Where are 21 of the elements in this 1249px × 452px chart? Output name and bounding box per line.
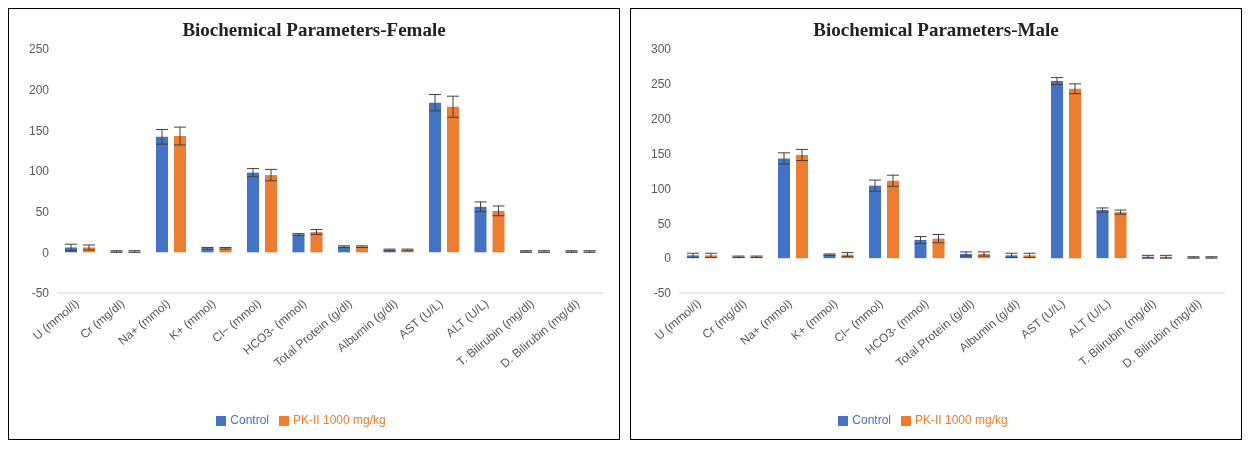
y-tick-label: 100	[28, 164, 50, 179]
legend-label: PK-II 1000 mg/kg	[292, 413, 386, 427]
y-tick-label: 250	[650, 77, 672, 92]
chart-title: Biochemical Parameters-Male	[812, 19, 1060, 41]
y-tick-label: 200	[650, 111, 672, 126]
y-tick-label: 300	[650, 42, 672, 57]
legend-label: Control	[852, 413, 891, 427]
y-tick-label: -50	[31, 286, 50, 301]
y-tick-label: 200	[28, 82, 50, 97]
y-tick-label: 0	[664, 251, 672, 266]
legend-label: Control	[230, 413, 269, 427]
y-tick-label: -50	[653, 286, 672, 301]
legend-label: PK-II 1000 mg/kg	[914, 413, 1008, 427]
y-tick-label: 0	[42, 245, 50, 260]
y-tick-label: 150	[28, 123, 50, 138]
y-tick-label: 150	[650, 146, 672, 161]
y-tick-label: 250	[28, 42, 50, 57]
chart-title: Biochemical Parameters-Female	[181, 19, 447, 41]
y-tick-label: 50	[35, 204, 50, 219]
y-tick-label: 50	[657, 216, 672, 231]
y-tick-label: 100	[650, 181, 672, 196]
